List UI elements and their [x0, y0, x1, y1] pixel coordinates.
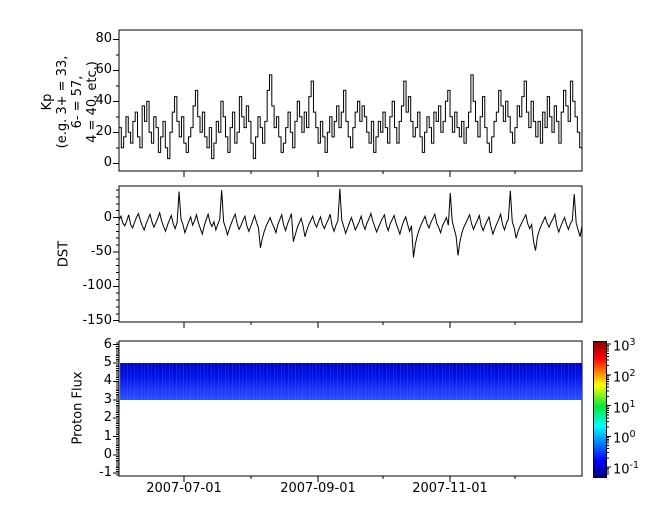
y-tick-label: -150	[82, 312, 112, 328]
y-tick-label: 60	[95, 62, 112, 78]
y-tick-label: 4	[103, 373, 112, 389]
colorbar-tick-label: 102	[613, 367, 636, 386]
x-tick-label-sep: 2007-09-01	[280, 481, 356, 496]
y-tick-label: 3	[103, 391, 112, 407]
x-tick-label-jul: 2007-07-01	[146, 481, 222, 496]
y-tick-label: -1	[99, 465, 112, 481]
y-tick-label: 5	[103, 355, 112, 371]
y-tick-label: 80	[95, 31, 112, 47]
colorbar-tick-label: 100	[613, 429, 636, 447]
y-tick-label: 0	[103, 209, 112, 225]
y-tick-label: -100	[82, 278, 112, 294]
colorbar-tick-label: 101	[613, 398, 636, 416]
colorbar-tick-label: 10-1	[613, 460, 640, 478]
y-tick-label: -50	[90, 243, 112, 259]
y-tick-label: 0	[103, 155, 112, 171]
y-tick-label: 6	[103, 336, 112, 352]
x-tick-label-nov: 2007-11-01	[412, 481, 488, 496]
colorbar-gradient	[593, 341, 607, 478]
y-tick-label: 0	[103, 446, 112, 462]
colorbar-tick-label: 103	[613, 337, 636, 355]
y-tick-label: 40	[95, 93, 112, 109]
y-tick-label: 2	[103, 410, 112, 426]
y-tick-label: 1	[103, 428, 112, 444]
proton-flux-band	[120, 363, 582, 400]
y-tick-label: 20	[95, 124, 112, 140]
